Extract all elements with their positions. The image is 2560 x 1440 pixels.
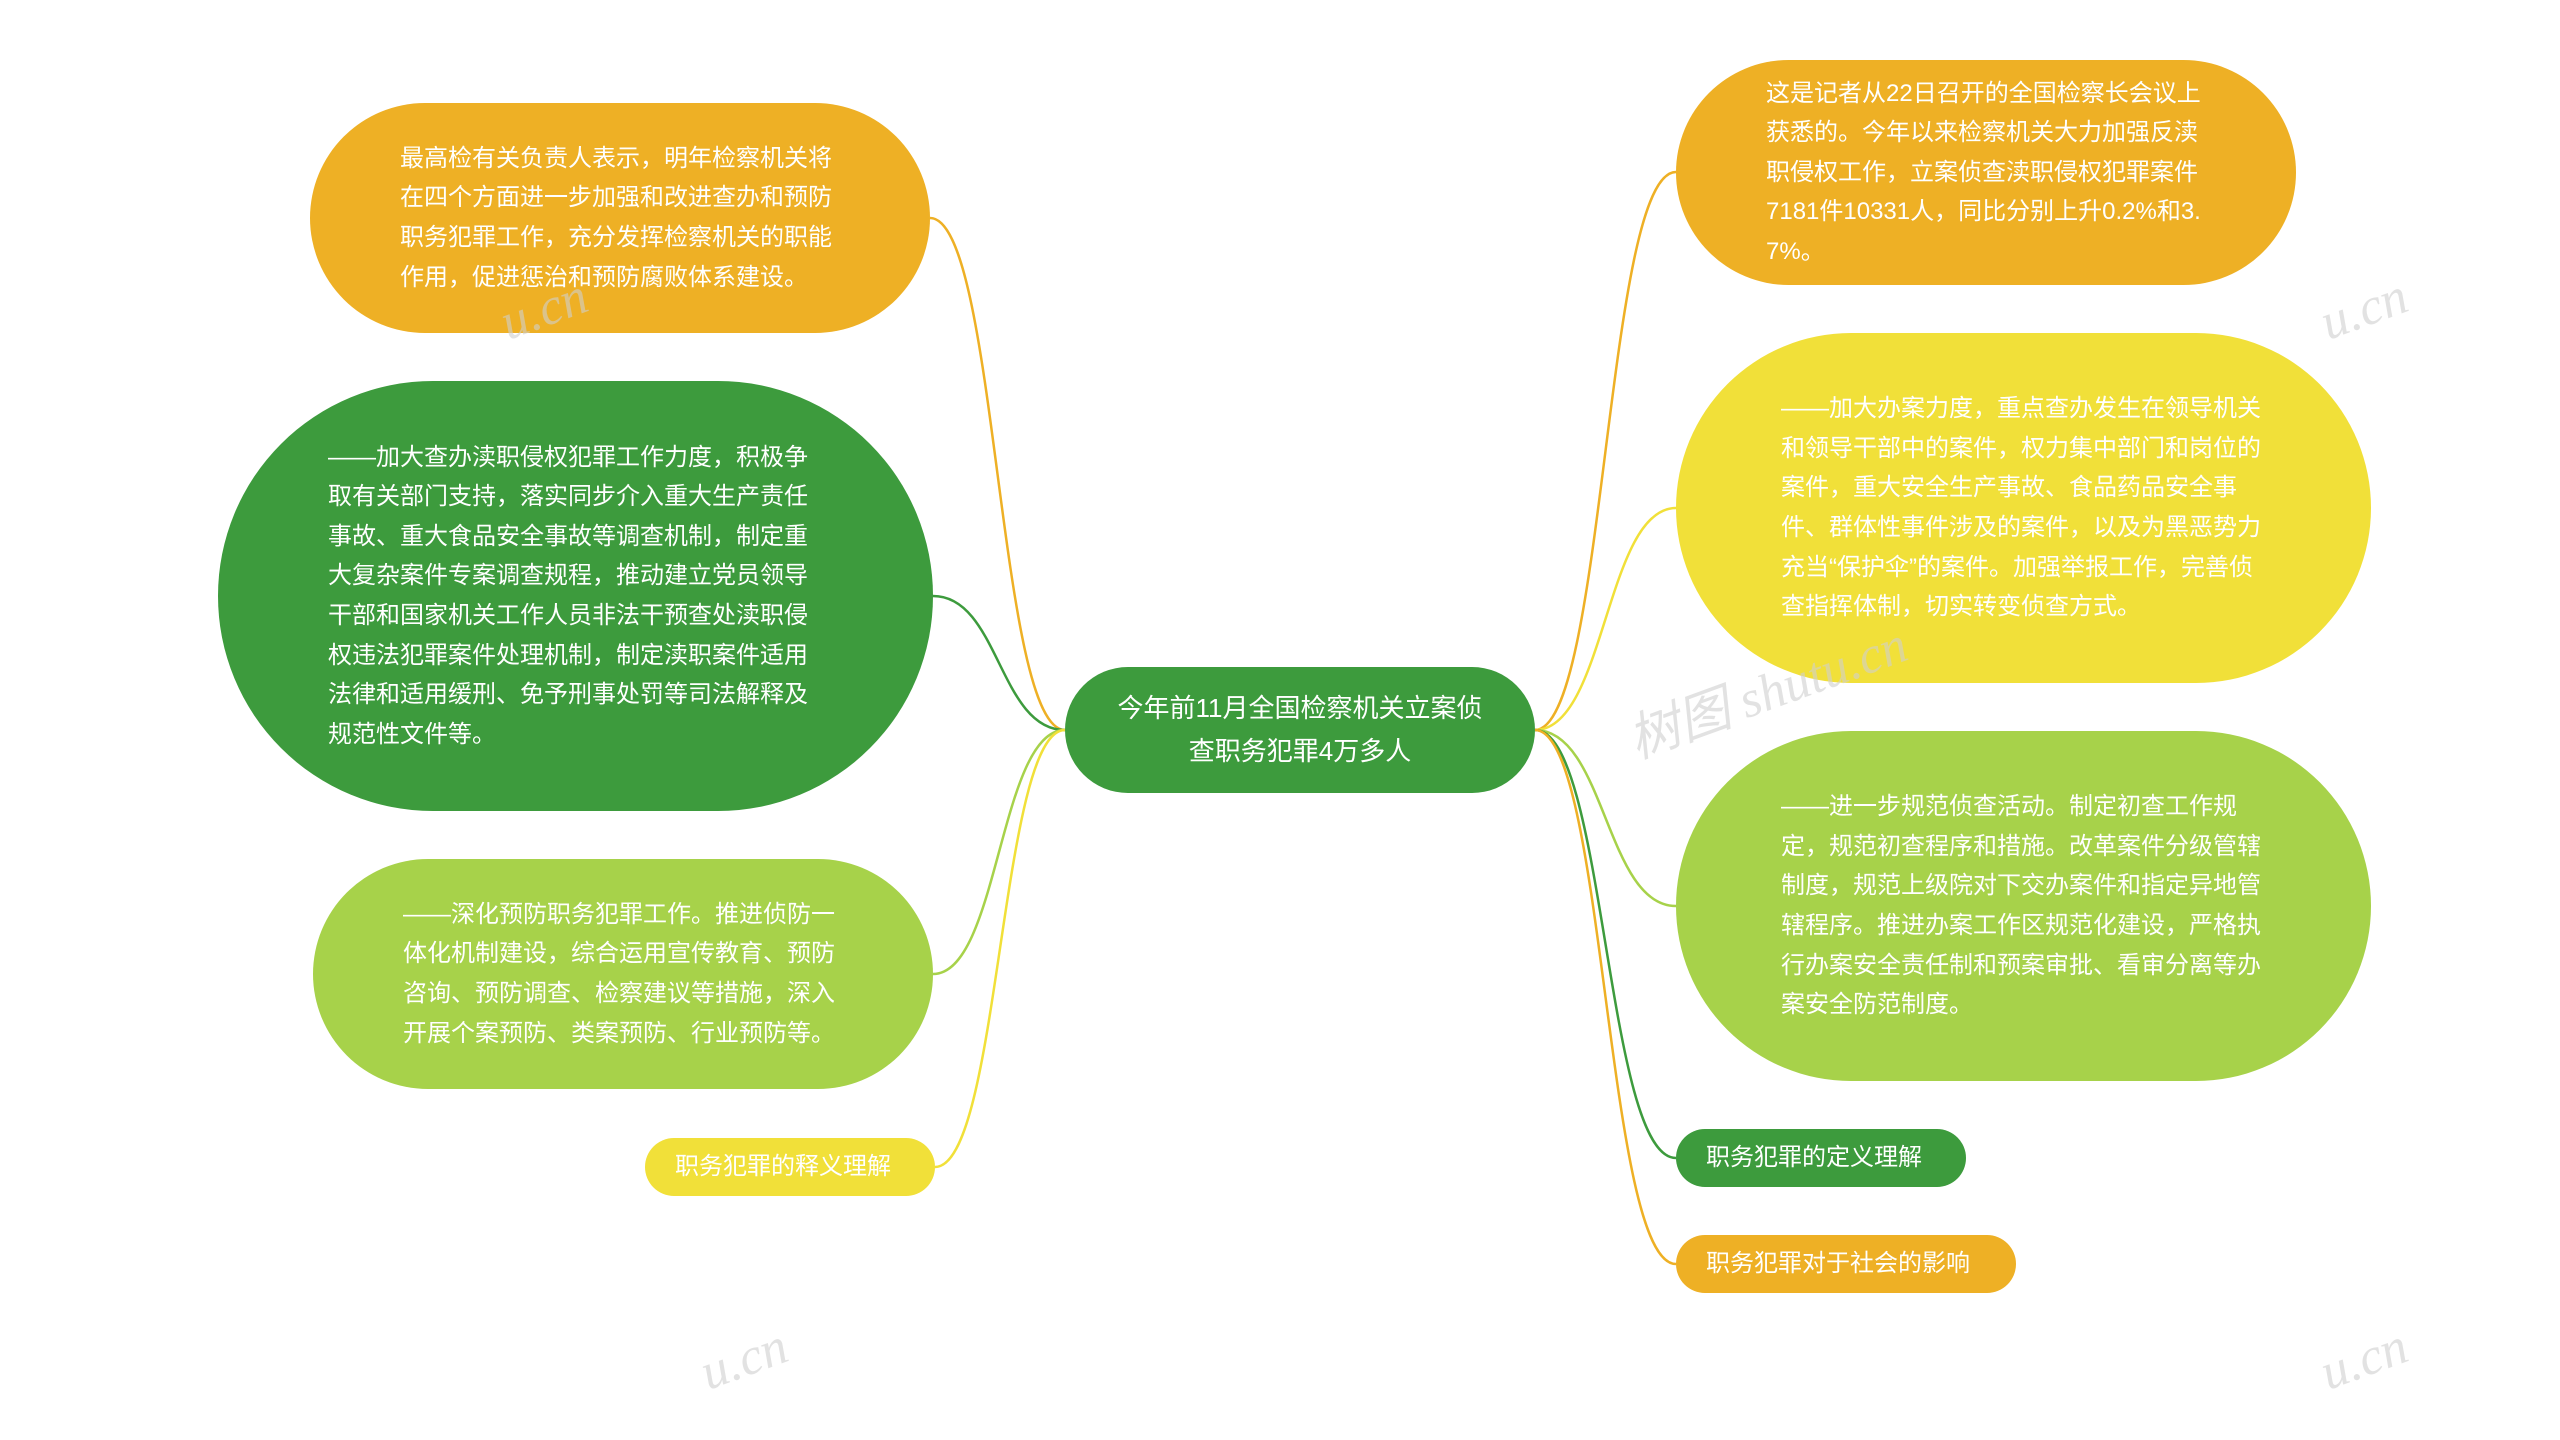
left-node-3: ——深化预防职务犯罪工作。推进侦防一体化机制建设，综合运用宣传教育、预防咨询、预…: [313, 859, 933, 1089]
watermark: u.cn: [2313, 1317, 2416, 1403]
left-node-1-label: 最高检有关负责人表示，明年检察机关将在四个方面进一步加强和改进查办和预防职务犯罪…: [400, 139, 840, 297]
right-node-3: ——进一步规范侦查活动。制定初查工作规定，规范初查程序和措施。改革案件分级管辖制…: [1676, 731, 2371, 1081]
left-node-1: 最高检有关负责人表示，明年检察机关将在四个方面进一步加强和改进查办和预防职务犯罪…: [310, 103, 930, 333]
left-node-2: ——加大查办渎职侵权犯罪工作力度，积极争取有关部门支持，落实同步介入重大生产责任…: [218, 381, 933, 811]
right-node-4: 职务犯罪的定义理解: [1676, 1129, 1966, 1187]
right-node-2: ——加大办案力度，重点查办发生在领导机关和领导干部中的案件，权力集中部门和岗位的…: [1676, 333, 2371, 683]
right-node-4-label: 职务犯罪的定义理解: [1706, 1138, 1922, 1178]
right-node-3-label: ——进一步规范侦查活动。制定初查工作规定，规范初查程序和措施。改革案件分级管辖制…: [1781, 787, 2266, 1025]
right-node-1-label: 这是记者从22日召开的全国检察长会议上获悉的。今年以来检察机关大力加强反渎职侵权…: [1766, 74, 2206, 272]
left-node-2-label: ——加大查办渎职侵权犯罪工作力度，积极争取有关部门支持，落实同步介入重大生产责任…: [328, 438, 823, 755]
left-node-4-label: 职务犯罪的释义理解: [675, 1147, 891, 1187]
right-node-2-label: ——加大办案力度，重点查办发生在领导机关和领导干部中的案件，权力集中部门和岗位的…: [1781, 389, 2266, 627]
left-node-4: 职务犯罪的释义理解: [645, 1138, 935, 1196]
center-node: 今年前11月全国检察机关立案侦查职务犯罪4万多人: [1065, 667, 1535, 793]
left-node-3-label: ——深化预防职务犯罪工作。推进侦防一体化机制建设，综合运用宣传教育、预防咨询、预…: [403, 895, 843, 1053]
center-node-label: 今年前11月全国检察机关立案侦查职务犯罪4万多人: [1115, 687, 1485, 773]
watermark: u.cn: [693, 1317, 796, 1403]
watermark: u.cn: [2313, 267, 2416, 353]
right-node-1: 这是记者从22日召开的全国检察长会议上获悉的。今年以来检察机关大力加强反渎职侵权…: [1676, 60, 2296, 285]
right-node-5-label: 职务犯罪对于社会的影响: [1706, 1244, 1970, 1284]
right-node-5: 职务犯罪对于社会的影响: [1676, 1235, 2016, 1293]
